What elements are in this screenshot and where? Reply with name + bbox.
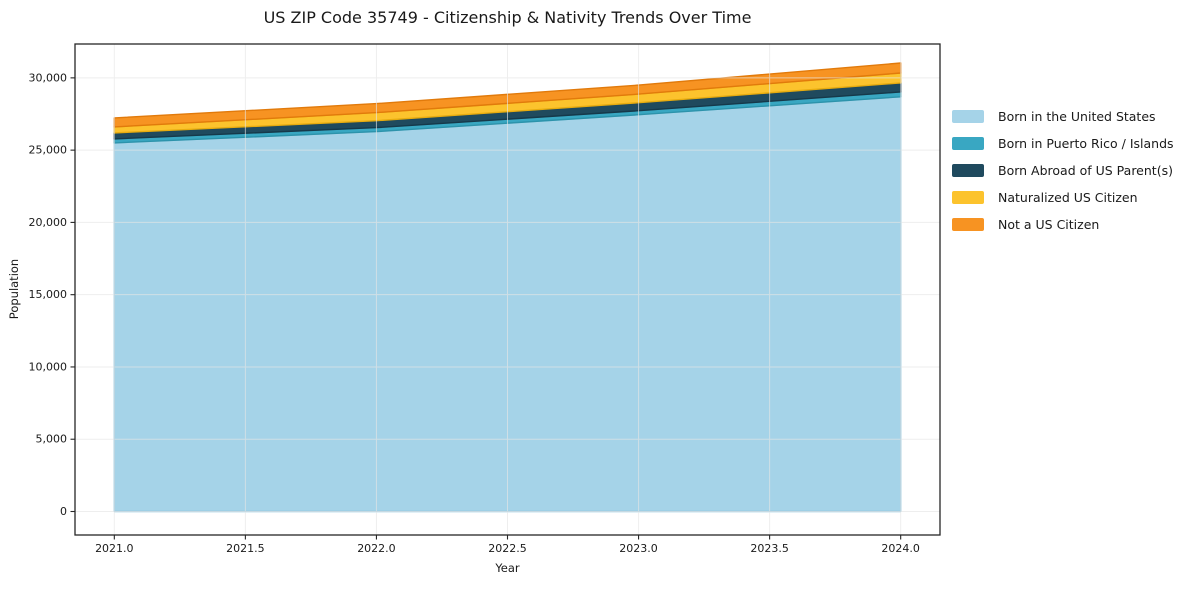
legend-swatch-born-us (952, 110, 984, 123)
axis-ticks (70, 77, 902, 540)
legend-label: Born in the United States (998, 109, 1156, 124)
gridlines (75, 44, 940, 535)
x-tick-label: 2022.0 (357, 542, 396, 555)
x-tick-label: 2021.5 (226, 542, 265, 555)
y-tick-label: 10,000 (29, 360, 68, 373)
legend-label: Born in Puerto Rico / Islands (998, 136, 1174, 151)
legend-swatch-not-citizen (952, 218, 984, 231)
x-tick-label: 2022.5 (488, 542, 527, 555)
legend-label: Not a US Citizen (998, 217, 1100, 232)
chart-title: US ZIP Code 35749 - Citizenship & Nativi… (263, 8, 752, 27)
y-tick-label: 0 (60, 505, 67, 518)
legend-item: Born in Puerto Rico / Islands (952, 130, 1174, 157)
legend-label: Naturalized US Citizen (998, 190, 1138, 205)
legend-swatch-puerto-rico (952, 137, 984, 150)
x-tick-label: 2024.0 (881, 542, 920, 555)
legend-item: Born in the United States (952, 103, 1174, 130)
y-tick-label: 30,000 (29, 71, 68, 84)
x-tick-label: 2021.0 (95, 542, 134, 555)
legend-item: Not a US Citizen (952, 211, 1174, 238)
legend-swatch-born-abroad (952, 164, 984, 177)
x-tick-label: 2023.5 (750, 542, 789, 555)
legend-swatch-naturalized (952, 191, 984, 204)
tick-labels: 2021.0 2021.5 2022.0 2022.5 2023.0 2023.5 2024… (29, 71, 920, 555)
legend-label: Born Abroad of US Parent(s) (998, 163, 1173, 178)
y-tick-label: 25,000 (29, 144, 68, 157)
legend: Born in the United States Born in Puerto… (952, 103, 1174, 238)
x-tick-label: 2023.0 (619, 542, 658, 555)
y-axis-label: Population (7, 258, 21, 320)
legend-item: Naturalized US Citizen (952, 184, 1174, 211)
y-tick-label: 15,000 (29, 288, 68, 301)
x-axis-label: Year (495, 561, 520, 575)
legend-item: Born Abroad of US Parent(s) (952, 157, 1174, 184)
y-tick-label: 5,000 (36, 433, 68, 446)
y-tick-label: 20,000 (29, 216, 68, 229)
